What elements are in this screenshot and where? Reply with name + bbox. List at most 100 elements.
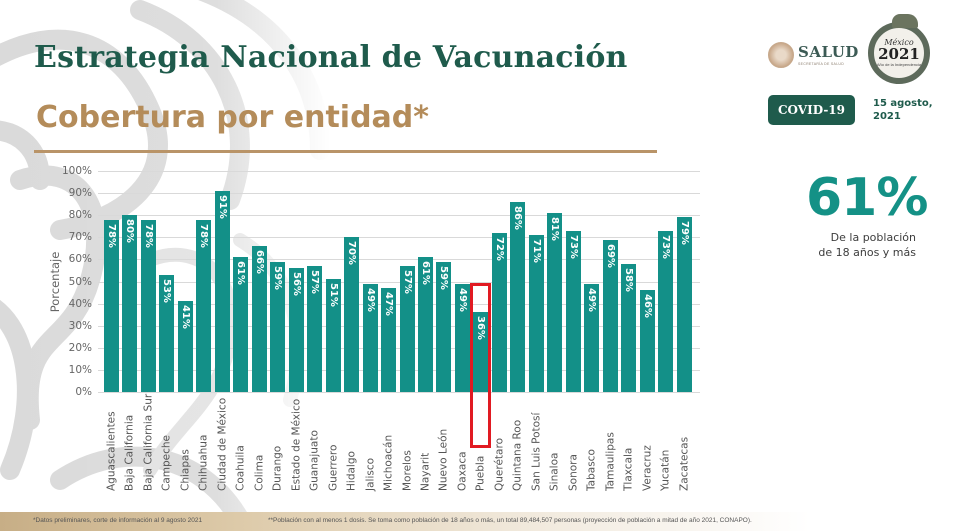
footnote-population: **Población con al menos 1 dosis. Se tom… <box>268 517 752 524</box>
x-tick-label: Chiapas <box>179 449 192 491</box>
bar-hidalgo: 70% <box>344 237 359 392</box>
x-tick-label: Durango <box>271 445 284 491</box>
bar-coahuila: 61% <box>233 257 248 392</box>
bar-ciudad-de-mexico: 91% <box>215 191 230 392</box>
bar-value-label: 47% <box>383 292 394 316</box>
bar-quintana-roo: 86% <box>510 202 525 392</box>
bar-value-label: 73% <box>568 235 579 259</box>
salud-logo-subtext: SECRETARÍA DE SALUD <box>798 61 845 66</box>
salud-logo-text: SALUD <box>798 42 859 61</box>
bar-value-label: 78% <box>106 224 117 248</box>
x-tick-label: Sinaloa <box>548 452 561 491</box>
x-tick-label: Zacatecas <box>678 436 691 491</box>
bar-chiapas: 41% <box>178 301 193 392</box>
bar-tlaxcala: 58% <box>621 264 636 392</box>
x-tick-label: Guerrero <box>327 444 340 491</box>
x-tick-label: Tamaulipas <box>604 432 617 491</box>
bar-yucatan: 73% <box>658 231 673 392</box>
emblem-year-text: 2021 <box>878 45 920 63</box>
coverage-bar-chart: Porcentaje 0% 10% 20% 30% 40% 50% 60% 70% 80% 90%… <box>48 165 700 491</box>
bar-value-label: 73% <box>660 235 671 259</box>
gridline <box>98 171 700 172</box>
x-tick-label: Veracruz <box>641 445 654 491</box>
x-tick-label: Baja California <box>123 414 136 491</box>
bar-value-label: 58% <box>623 268 634 292</box>
serpent-head-icon <box>892 14 918 28</box>
bar-tabasco: 49% <box>584 284 599 392</box>
bar-durango: 59% <box>270 262 285 392</box>
bar-value-label: 71% <box>531 239 542 263</box>
bar-value-label: 53% <box>161 279 172 303</box>
y-tick-label: 50% <box>68 276 92 288</box>
x-tick-label: Colima <box>253 454 266 491</box>
x-tick-label: Oaxaca <box>456 451 469 491</box>
bar-value-label: 80% <box>124 219 135 243</box>
x-tick-label: Quintana Roo <box>511 419 524 491</box>
bar-value-label: 41% <box>180 305 191 329</box>
y-tick-label: 40% <box>68 298 92 310</box>
x-tick-label: Nayarit <box>419 452 432 491</box>
bar-veracruz: 46% <box>640 290 655 392</box>
gridline <box>98 392 700 393</box>
report-date: 15 agosto, 2021 <box>873 98 933 122</box>
bar-colima: 66% <box>252 246 267 392</box>
x-tick-label: Coahuila <box>234 445 247 491</box>
x-tick-label: Campeche <box>160 434 173 491</box>
bar-guerrero: 51% <box>326 279 341 392</box>
gridline <box>98 304 700 305</box>
y-tick-label: 60% <box>68 253 92 265</box>
bar-value-label: 59% <box>438 266 449 290</box>
bar-estado-de-mexico: 56% <box>289 268 304 392</box>
gridline <box>98 282 700 283</box>
bar-baja-california: 80% <box>122 215 137 392</box>
bar-value-label: 79% <box>679 221 690 245</box>
bar-chihuahua: 78% <box>196 220 211 392</box>
bar-value-label: 81% <box>549 217 560 241</box>
bar-zacatecas: 79% <box>677 217 692 392</box>
x-tick-label: Hidalgo <box>345 451 358 491</box>
bar-value-label: 46% <box>642 294 653 318</box>
bar-value-label: 51% <box>328 283 339 307</box>
gridline <box>98 326 700 327</box>
bar-guanajuato: 57% <box>307 266 322 392</box>
x-tick-label: Aguascalientes <box>105 411 118 491</box>
x-tick-label: Chihuahua <box>197 434 210 491</box>
bar-puebla: 36% <box>473 312 488 392</box>
x-tick-label: San Luis Potosí <box>530 412 543 491</box>
gridline <box>98 348 700 349</box>
bar-morelos: 57% <box>400 266 415 392</box>
bar-value-label: 78% <box>198 224 209 248</box>
bar-value-label: 36% <box>475 316 486 340</box>
x-tick-label: Nuevo León <box>437 428 450 491</box>
footer-band <box>0 512 953 531</box>
y-tick-label: 80% <box>68 209 92 221</box>
x-tick-label: Ciudad de México <box>216 397 229 491</box>
bar-value-label: 70% <box>346 241 357 265</box>
bar-queretaro: 72% <box>492 233 507 392</box>
y-tick-label: 70% <box>68 231 92 243</box>
emblem-sub-text: Año de la Independencia <box>876 62 922 67</box>
footnote-data-cutoff: *Datos preliminares, corte de informació… <box>33 517 203 524</box>
bar-value-label: 91% <box>217 195 228 219</box>
y-tick-label: 30% <box>68 320 92 332</box>
gridline <box>98 370 700 371</box>
y-tick-label: 10% <box>68 364 92 376</box>
title-divider <box>34 150 657 153</box>
y-tick-label: 20% <box>68 342 92 354</box>
bar-jalisco: 49% <box>363 284 378 392</box>
x-tick-label: Querétaro <box>493 438 506 491</box>
gridline <box>98 193 700 194</box>
bar-michoacan: 47% <box>381 288 396 392</box>
bar-tamaulipas: 69% <box>603 240 618 392</box>
gridline <box>98 237 700 238</box>
bar-value-label: 49% <box>365 288 376 312</box>
x-tick-label: Tabasco <box>585 449 598 491</box>
bar-value-label: 57% <box>309 270 320 294</box>
bar-value-label: 49% <box>586 288 597 312</box>
page-subtitle: Cobertura por entidad* <box>36 100 429 135</box>
national-coverage-caption: De la población de 18 años y más <box>818 231 916 259</box>
mexico-2021-emblem: México 2021 Año de la Independencia <box>868 14 930 84</box>
bar-value-label: 61% <box>235 261 246 285</box>
x-tick-label: Tlaxcala <box>622 447 635 491</box>
x-tick-label: Michoacán <box>382 434 395 491</box>
